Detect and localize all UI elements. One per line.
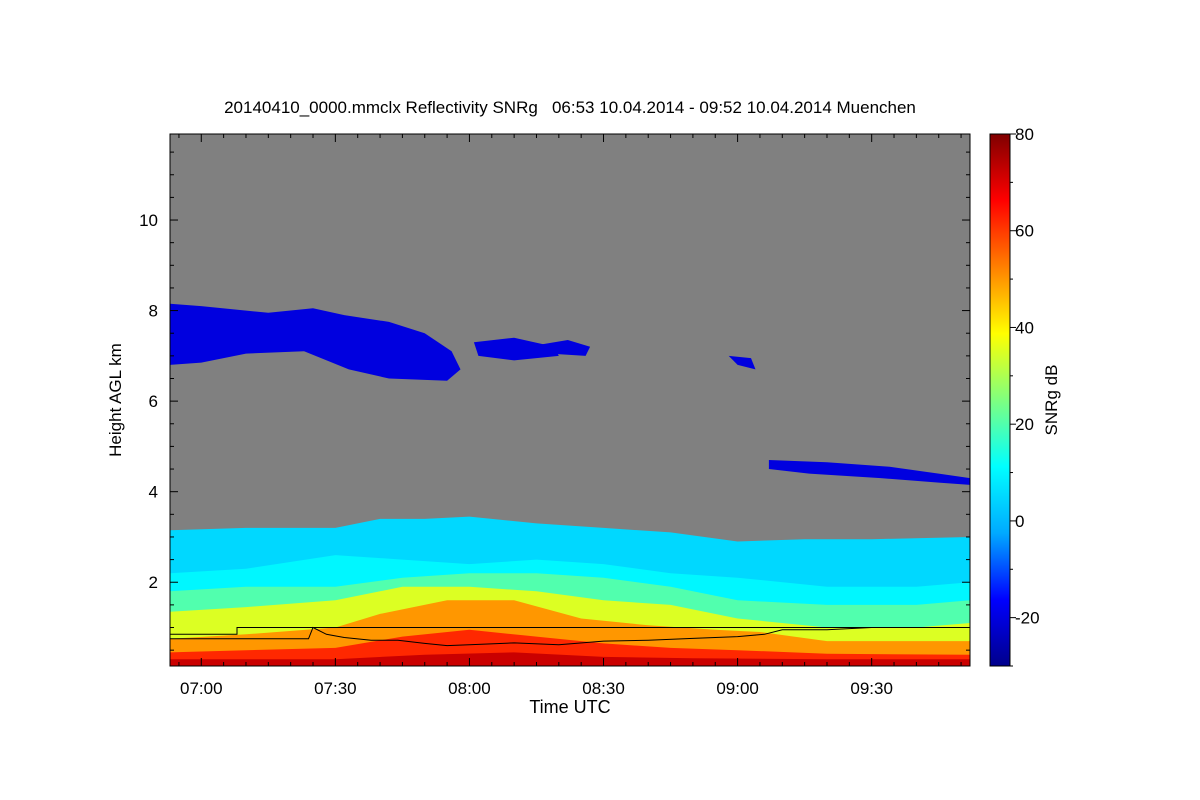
height-line <box>170 626 872 647</box>
colorbar-tick-label: 20 <box>1015 415 1034 434</box>
snr-region <box>473 337 559 361</box>
colorbar-tick-label: -20 <box>1015 609 1040 628</box>
x-axis-label: Time UTC <box>529 697 611 717</box>
snr-region <box>540 340 591 356</box>
y-tick-label: 2 <box>149 573 158 592</box>
x-tick-label: 09:00 <box>716 679 759 698</box>
x-tick-label: 07:00 <box>180 679 223 698</box>
x-tick-label: 08:30 <box>582 679 625 698</box>
x-tick-label: 08:00 <box>448 679 491 698</box>
colorbar-tick-label: 40 <box>1015 318 1034 337</box>
height-line <box>170 627 970 635</box>
snr-regions <box>170 303 970 666</box>
chart-title: 20140410_0000.mmclx Reflectivity SNRg 06… <box>224 98 916 117</box>
y-tick-label: 6 <box>149 392 158 411</box>
x-tick-label: 09:30 <box>850 679 893 698</box>
snr-region <box>768 460 970 485</box>
plot-frame <box>169 133 971 667</box>
y-tick-label: 10 <box>139 211 158 230</box>
colorbar-tick-label: 0 <box>1015 512 1024 531</box>
x-axis: 07:00 07:30 08:00 08:30 09:00 09:30 <box>178 134 962 698</box>
colorbar-tick-label: 60 <box>1015 222 1034 241</box>
colorbar <box>989 133 1011 667</box>
colorbar-axis: -20 0 20 40 60 80 <box>1010 125 1040 667</box>
y-tick-label: 4 <box>149 483 158 502</box>
height-lines <box>170 626 970 647</box>
snr-region <box>728 355 756 370</box>
snr-region <box>170 303 461 381</box>
y-tick-label: 8 <box>149 302 158 321</box>
snr-region <box>170 629 970 666</box>
snr-region <box>170 652 970 666</box>
colorbar-tick-label: 80 <box>1015 125 1034 144</box>
x-tick-label: 07:30 <box>314 679 357 698</box>
y-axis: 2 4 6 8 10 <box>139 151 970 651</box>
